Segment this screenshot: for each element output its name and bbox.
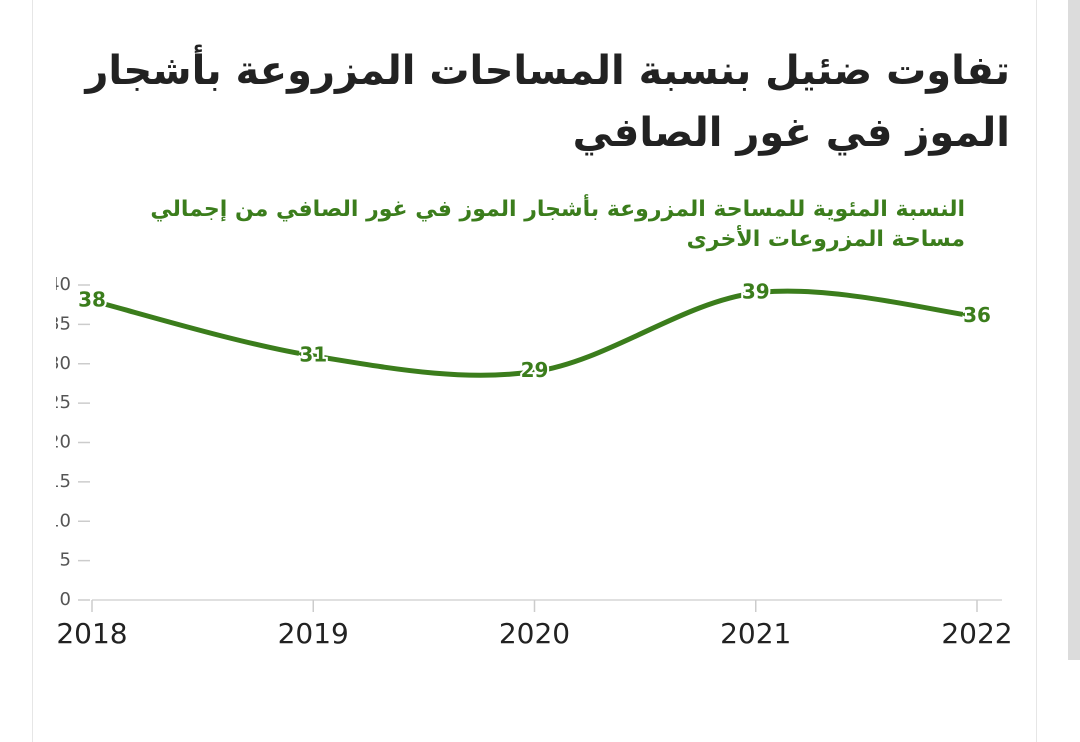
line <box>91 288 978 378</box>
x-tick-label: 2020 <box>499 617 570 650</box>
y-tick-label: 0 <box>60 589 71 610</box>
chart-subtitle: النسبة المئوية للمساحة المزروعة بأشجار ا… <box>150 197 965 252</box>
y-axis-labels: 0 5 10 15 20 25 30 35 40 <box>48 274 71 610</box>
frame <box>32 0 1037 742</box>
chart-title: تفاوت ضئيل بنسبة المساحات المزروعة بأشجا… <box>85 48 1010 156</box>
data-label: 31 <box>299 342 327 366</box>
x-tick-label: 2022 <box>941 617 1012 650</box>
y-tick-label: 40 <box>48 274 71 295</box>
y-tick-label: 35 <box>48 313 71 334</box>
y-tick-label: 15 <box>48 471 71 492</box>
data-label: 39 <box>742 279 770 303</box>
y-tick-label: 5 <box>60 550 71 571</box>
y-tick-label: 25 <box>48 392 71 413</box>
data-label: 36 <box>963 303 991 327</box>
scrollbar <box>1068 0 1080 660</box>
y-tick-label: 20 <box>48 432 71 453</box>
x-tick-label: 2021 <box>720 617 791 650</box>
y-tick-label: 30 <box>48 353 71 374</box>
x-tick-label: 2019 <box>278 617 349 650</box>
data-label: 38 <box>78 287 106 311</box>
data-label: 29 <box>521 358 549 382</box>
y-tick-label: 10 <box>48 510 71 531</box>
x-tick-label: 2018 <box>56 617 127 650</box>
